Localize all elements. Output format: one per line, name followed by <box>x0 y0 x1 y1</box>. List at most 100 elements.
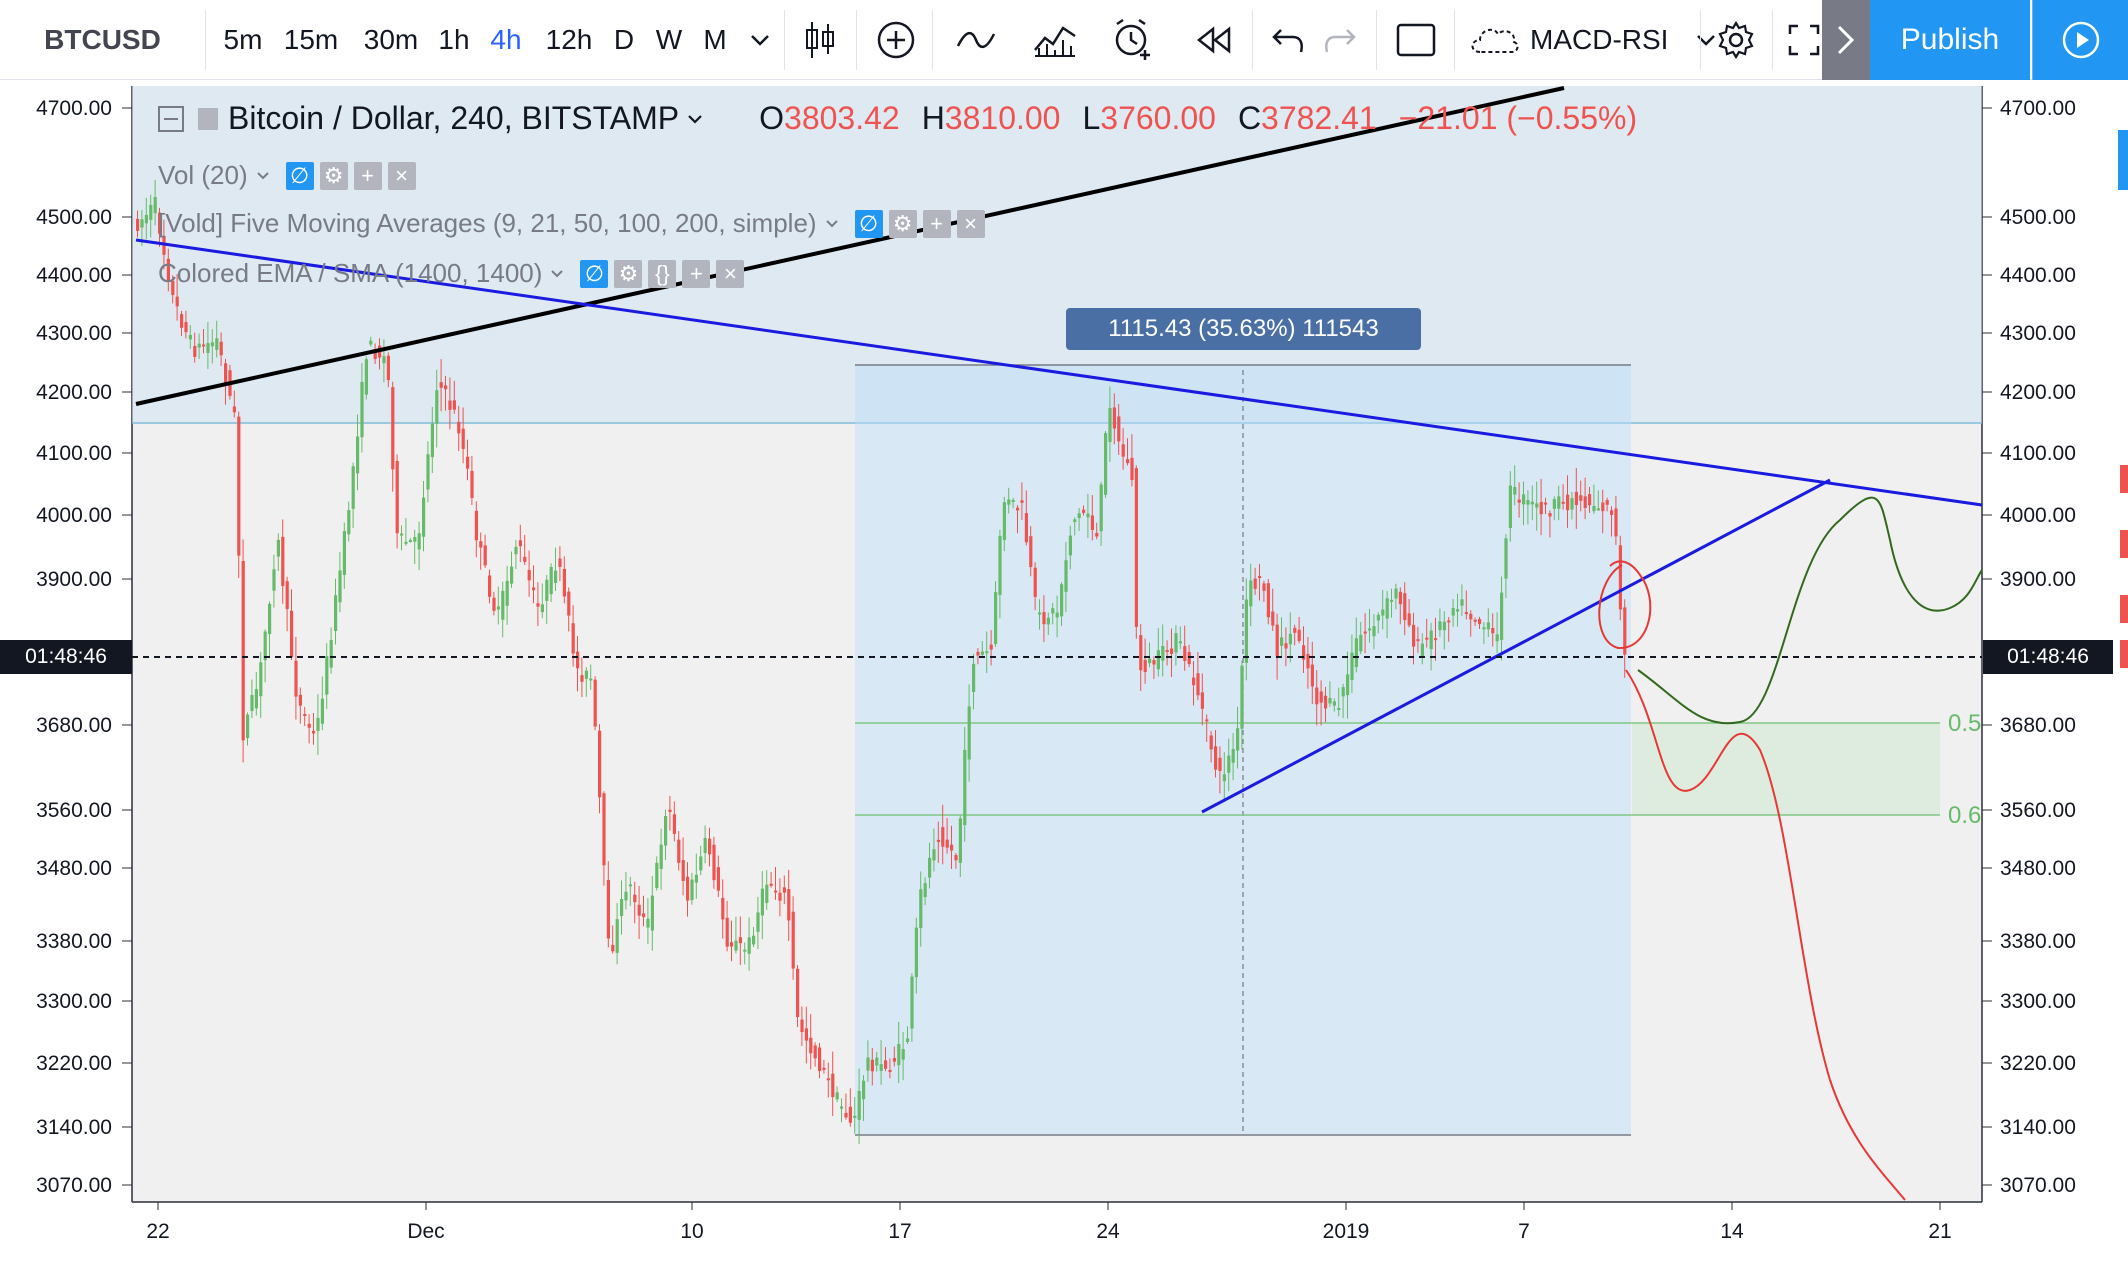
price-tick-label: 3140.00 <box>36 1116 112 1139</box>
candle-body <box>1152 660 1156 665</box>
candle-body <box>1561 501 1565 504</box>
candle-body <box>210 342 214 347</box>
candle-body <box>760 888 764 916</box>
candle-body <box>466 456 470 469</box>
interval-4h[interactable]: 4h <box>490 24 522 55</box>
interval-d[interactable]: D <box>613 24 635 55</box>
blue-resistance-trendline[interactable] <box>135 238 1983 507</box>
candle-body <box>1469 613 1473 620</box>
gear-icon[interactable]: ⚙ <box>614 259 643 288</box>
blue-support-trendline[interactable] <box>1201 478 1831 814</box>
interval-5m[interactable]: 5m <box>223 24 263 55</box>
chevron-down-icon[interactable] <box>825 219 839 228</box>
candle-body <box>804 1028 808 1041</box>
candle-body <box>140 219 144 228</box>
plus-icon[interactable]: + <box>353 161 382 190</box>
replay-icon[interactable] <box>1188 0 1238 80</box>
candle-body <box>1218 757 1222 771</box>
right-price-ticks: 4700.00 4500.00 4400.00 4300.00 4200.00 4100.… <box>1982 97 2076 1197</box>
chevron-down-icon[interactable] <box>550 269 564 278</box>
indicators-icon[interactable] <box>1030 0 1080 80</box>
candle-body <box>545 579 549 601</box>
candle-body <box>985 651 989 654</box>
candle-body <box>237 416 241 556</box>
wave-icon[interactable] <box>952 0 1000 80</box>
candle-body <box>914 927 918 978</box>
candle-body <box>250 695 254 712</box>
close-icon[interactable]: × <box>387 161 416 190</box>
candle-body <box>1539 501 1543 515</box>
candle-body <box>1161 646 1165 661</box>
close-icon[interactable]: × <box>956 209 985 238</box>
undo-icon[interactable] <box>1266 0 1310 80</box>
series-title[interactable]: Bitcoin / Dollar, 240, BITSTAMP <box>228 100 680 136</box>
candle-body <box>290 610 294 658</box>
gear-icon[interactable] <box>1712 0 1760 80</box>
price-tick-label: 3560.00 <box>36 799 112 822</box>
interval-w[interactable]: W <box>655 24 683 55</box>
interval-m[interactable]: M <box>703 24 727 55</box>
chevron-right-icon[interactable] <box>1822 0 1870 80</box>
publish-button[interactable]: Publish <box>1870 0 2030 80</box>
hide-icon[interactable]: ∅ <box>580 259 609 288</box>
gear-icon[interactable]: ⚙ <box>888 209 917 238</box>
candle-body <box>1623 607 1627 655</box>
candle-body <box>747 937 751 954</box>
indicator-colored-ema[interactable]: Colored EMA / SMA (1400, 1400) ∅ ⚙{} + × <box>158 258 745 289</box>
indicator-vol[interactable]: Vol (20) ∅ ⚙ + × <box>158 160 416 191</box>
symbol-search[interactable]: BTCUSD <box>44 24 161 55</box>
candle-body <box>677 839 681 863</box>
interval-15m[interactable]: 15m <box>283 24 339 55</box>
plus-icon[interactable]: + <box>682 259 711 288</box>
candle-body <box>351 466 355 509</box>
gear-icon[interactable]: ⚙ <box>319 161 348 190</box>
candle-body <box>703 837 707 853</box>
candle-body <box>1416 639 1420 642</box>
hide-icon[interactable]: ∅ <box>285 161 314 190</box>
play-icon[interactable] <box>2032 0 2128 80</box>
close-icon[interactable]: × <box>716 259 745 288</box>
rectangle-icon[interactable] <box>1392 0 1440 80</box>
collapse-icon[interactable] <box>158 105 184 132</box>
redo-icon[interactable] <box>1318 0 1362 80</box>
candle-body <box>1319 691 1323 703</box>
candle-body <box>171 280 175 295</box>
candle-body <box>382 356 386 364</box>
candle-body <box>1302 645 1306 660</box>
alert-icon[interactable] <box>1108 0 1158 80</box>
candle-body <box>1504 538 1508 579</box>
toolbar-separator <box>1700 10 1701 70</box>
price-tick-label: 3070.00 <box>2000 1174 2076 1197</box>
candle-body <box>1280 637 1284 646</box>
candle-body <box>870 1059 874 1072</box>
hide-icon[interactable]: ∅ <box>854 209 883 238</box>
interval-12h[interactable]: 12h <box>545 24 593 55</box>
interval-1h[interactable]: 1h <box>438 24 470 55</box>
scrollbar-thumb[interactable] <box>2118 130 2128 190</box>
indicator-template-menu[interactable]: MACD-RSI <box>1468 0 1786 80</box>
chevron-down-icon[interactable] <box>744 0 776 80</box>
interval-30m[interactable]: 30m <box>363 24 419 55</box>
candle-body <box>1332 701 1336 706</box>
candle-body <box>694 874 698 883</box>
candle-body <box>967 706 971 760</box>
fullscreen-icon[interactable] <box>1786 0 1822 80</box>
plus-circle-icon[interactable] <box>872 0 920 80</box>
black-trendline[interactable] <box>135 86 1565 406</box>
candle-body <box>356 436 360 474</box>
plus-icon[interactable]: + <box>922 209 951 238</box>
candle-body <box>1187 652 1191 665</box>
candle-body <box>329 640 333 668</box>
candle-body <box>1126 459 1130 464</box>
candlestick-icon[interactable] <box>796 0 844 80</box>
candle-body <box>1148 658 1152 664</box>
indicator-five-ma[interactable]: [Vold] Five Moving Averages (9, 21, 50, … <box>158 208 985 239</box>
candle-body <box>1130 457 1134 481</box>
candle-body <box>294 660 298 697</box>
chevron-down-icon[interactable] <box>687 114 703 124</box>
code-icon[interactable]: {} <box>648 259 677 288</box>
candle-body <box>1442 621 1446 631</box>
chevron-down-icon[interactable] <box>256 171 270 180</box>
candle-body <box>567 591 571 616</box>
